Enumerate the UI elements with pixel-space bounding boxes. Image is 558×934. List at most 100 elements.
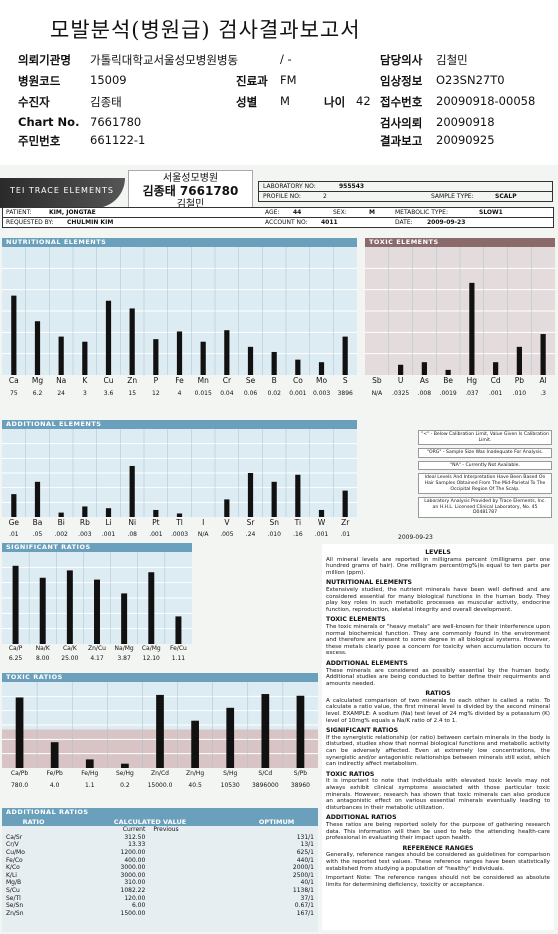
- table-cell: 1200.00: [120, 849, 146, 857]
- value-label: .037: [465, 390, 479, 397]
- category-label: Mo: [316, 376, 328, 385]
- bar-fe-cu: [175, 616, 182, 644]
- value-label: 0.04: [220, 390, 234, 397]
- value-label: 40.5: [188, 782, 202, 789]
- bar-mg: [34, 321, 41, 375]
- table-cell: Se/Tl: [6, 894, 21, 902]
- value-label: .01: [9, 531, 19, 538]
- bar-al: [540, 334, 546, 375]
- additional-ratios-rows: Ca/Sr 312.50 131/1 Cr/V 13.33 13/1 Cu/Mo 1200.0…: [2, 834, 318, 918]
- value-label: .3: [540, 390, 546, 397]
- lab-age-label: AGE:: [265, 209, 280, 216]
- table-cell: [149, 849, 235, 857]
- value-label: .001: [149, 531, 163, 538]
- value-label: 10530: [220, 782, 240, 789]
- category-label: Li: [105, 518, 112, 527]
- category-label: Ni: [128, 518, 137, 527]
- sig-text-heading: SIGNIFICANT RATIOS: [326, 727, 399, 735]
- table-cell: [149, 902, 235, 910]
- tox-text-heading: TOXIC RATIOS: [326, 770, 375, 778]
- bar-mn: [200, 341, 206, 375]
- value-label: .08: [127, 531, 137, 538]
- category-label: Tl: [176, 518, 183, 527]
- sex-label: 성별: [236, 95, 258, 109]
- legend-date: 2009-09-23: [398, 534, 433, 541]
- value-label: 1.11: [171, 655, 186, 662]
- patient-value: 김종태: [90, 95, 122, 109]
- bar-se: [247, 346, 254, 375]
- table-cell: Mg/B: [6, 879, 22, 887]
- value-label: 780.0: [10, 782, 29, 789]
- value-label: 3896: [337, 390, 353, 397]
- category-label: Cr: [222, 376, 232, 385]
- value-label: .0325: [392, 390, 410, 397]
- value-label: .05: [32, 531, 43, 538]
- toxic-values: N/A .0325 .008 .0019 .037 .001 .010 .3: [365, 390, 555, 397]
- table-cell: 440/1: [296, 856, 314, 864]
- table-cell: 2500/1: [292, 871, 314, 879]
- table-cell: 167/1: [296, 909, 314, 917]
- report-value: 20090925: [436, 133, 495, 147]
- bar-s-cd: [261, 694, 270, 768]
- table-row: K/Li 3000.00 2500/1: [2, 872, 318, 880]
- nutritional-heading: NUTRITIONAL ELEMENTS: [2, 238, 357, 247]
- table-cell: [149, 887, 235, 895]
- institution-value: 가톨릭대학교서울성모병원병동: [90, 53, 239, 67]
- value-label: .003: [78, 531, 92, 538]
- value-label: .001: [314, 531, 329, 538]
- category-label: Ge: [8, 518, 20, 527]
- value-label: .0019: [439, 390, 457, 397]
- levels-text: All mineral levels are reported in milli…: [326, 556, 550, 576]
- legend-line-4: Ideal Levels And Interpretation Have Bee…: [418, 473, 552, 495]
- table-cell: 2000/1: [292, 864, 314, 872]
- category-label: Se: [245, 376, 256, 385]
- bar-sn: [271, 481, 277, 517]
- lab-sex-label: SEX:: [333, 209, 347, 216]
- bar-ca-k: [66, 570, 73, 644]
- value-label: 4: [177, 390, 182, 397]
- value-label: 12.10: [142, 655, 160, 662]
- profile-label: PROFILE NO:: [263, 193, 301, 200]
- category-label: Ca/P: [8, 645, 23, 652]
- value-label: 0.2: [120, 782, 130, 789]
- lab-logo: TEI TRACE ELEMENTS: [10, 186, 114, 195]
- table-cell: Ca/Sr: [6, 833, 23, 841]
- table-cell: Cu/Mo: [6, 849, 25, 857]
- category-label: Ba: [32, 518, 43, 527]
- category-label: S: [342, 376, 348, 385]
- category-label: Na/K: [35, 645, 50, 652]
- col-previous: Previous: [153, 826, 179, 834]
- ratios-heading: RATIOS: [425, 690, 451, 698]
- table-row: K/Co 3000.00 2000/1: [2, 864, 318, 872]
- legend-box: "<" - Below Calibration Limit, Value Giv…: [418, 430, 552, 521]
- tox-text: It is important to note that individuals…: [326, 778, 550, 811]
- category-label: W: [317, 518, 326, 527]
- bar-zn-cu: [94, 579, 100, 644]
- value-label: .005: [220, 531, 234, 538]
- nutritional-labels: Ca Mg Na K Cu Zn P Fe Mn Cr Se B Co Mo S: [2, 376, 357, 385]
- bar-co: [295, 359, 301, 375]
- table-cell: 3000.00: [120, 864, 146, 872]
- bar-fe-pb: [50, 742, 59, 768]
- additional-values: .01 .05 .002 .003 .001 .08 .001 .0003 N/A .005 .24…: [2, 531, 357, 538]
- additional-labels: Ge Ba Bi Rb Li Ni Pt Tl I V Sr Sn Ti W Zr: [2, 518, 357, 527]
- table-cell: 13.33: [128, 841, 146, 849]
- category-label: Se/Hg: [115, 770, 134, 777]
- table-cell: 131/1: [296, 833, 314, 841]
- category-label: Ti: [294, 518, 302, 527]
- value-label: 15000.0: [147, 782, 173, 789]
- sig-text: If the synergistic relationship (or rati…: [326, 734, 550, 768]
- category-label: Zn/Cd: [151, 770, 169, 777]
- category-label: Ca: [8, 376, 19, 385]
- patient-row-2: REQUESTED BY: CHULMIN KIM ACCOUNT NO: 40…: [2, 217, 554, 228]
- nutri-text: Extensively studied, the nutrient minera…: [326, 586, 550, 613]
- explanation-text: LEVELS All mineral levels are reported i…: [322, 544, 554, 930]
- legend-line-5: Laboratory Analysis Provided by Trace El…: [418, 497, 552, 518]
- significant-labels: Ca/P Na/K Ca/K Zn/Cu Na/Mg Ca/Mg Fe/Cu: [2, 645, 192, 652]
- table-cell: 312.50: [124, 833, 146, 841]
- sample-label: SAMPLE TYPE:: [431, 193, 474, 200]
- table-cell: 3000.00: [120, 871, 146, 879]
- table-cell: [149, 872, 235, 880]
- toxic-chart: [365, 247, 555, 375]
- value-label: .010: [267, 531, 281, 538]
